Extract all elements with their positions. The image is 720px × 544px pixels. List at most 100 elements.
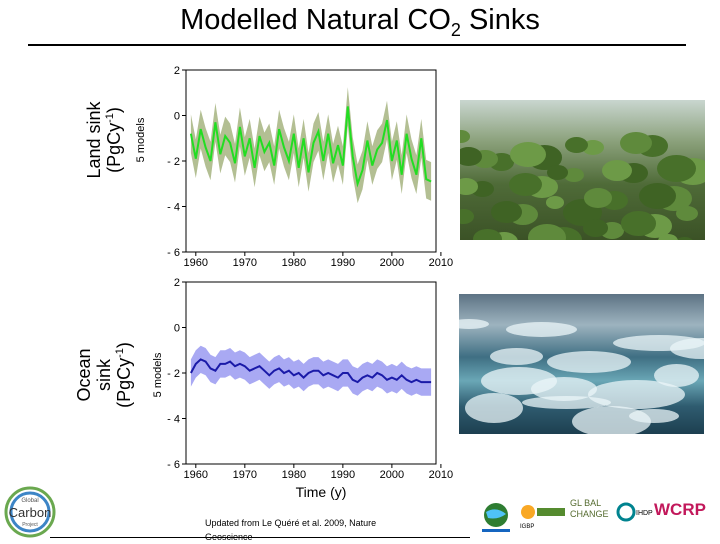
land-ylabel: Land sink (PgCy-1) — [84, 100, 124, 178]
land-band-label: 5 models — [135, 117, 147, 162]
wave-foam — [490, 348, 543, 365]
tree-crown — [460, 130, 470, 143]
tree-crown — [460, 147, 482, 166]
ihdp-text: IHDP — [636, 510, 653, 517]
ocean-xtick-label: 1970 — [233, 469, 257, 481]
earth-system-logo — [482, 503, 510, 532]
ocean-ylabel-line: sink — [94, 358, 114, 391]
gcp-bottom-text: Project — [22, 522, 38, 528]
tree-crown — [621, 211, 656, 236]
igbp-logo: IGBP — [520, 502, 566, 530]
ocean-ylabel-text: Ocean — [74, 348, 94, 401]
wave-foam — [547, 351, 631, 373]
land-ylabel-line: Land sink — [84, 100, 104, 178]
wave-foam — [506, 322, 577, 337]
ocean-ylabel-superscript: -1 — [114, 348, 126, 358]
ocean-band-label: 5 models — [152, 352, 164, 397]
land-ytick-label: - 2 — [167, 156, 180, 168]
land-ytick-label: 2 — [174, 65, 180, 77]
gcp-main-text: Carbon — [9, 505, 52, 520]
land-ytick-label: - 4 — [167, 202, 180, 214]
ocean-ytick-label: - 6 — [167, 459, 180, 471]
land-ylabel-line: (PgCy-1) — [104, 107, 124, 173]
ocean-xlabel: Time (y) — [296, 484, 347, 500]
tree-crown — [639, 183, 676, 209]
ocean-ytick-label: 0 — [174, 323, 180, 335]
tree-crown — [584, 188, 612, 208]
tree-crown — [658, 234, 678, 240]
tree-crown — [564, 168, 584, 182]
ihdp-logo: IHDP — [616, 502, 653, 524]
igbp-text: IGBP — [520, 524, 535, 530]
tree-crown — [565, 137, 588, 154]
ocean-band-label-text: 5 models — [152, 352, 164, 397]
ocean-ylabel-line: (PgCy-1) — [114, 342, 134, 408]
tree-crown — [547, 165, 568, 180]
ocean-photo — [459, 294, 704, 434]
wave-foam — [481, 367, 557, 395]
tree-crown — [491, 201, 522, 223]
ocean-mean-line — [190, 358, 432, 384]
land-ylabel-close: ) — [104, 107, 124, 113]
tree-crown — [460, 209, 474, 224]
ocean-xtick-label: 1990 — [331, 469, 355, 481]
land-mean-line — [189, 106, 432, 188]
tree-crown — [473, 229, 502, 240]
ocean-ylabel-text: sink — [94, 358, 114, 391]
ocean-ylabel: Ocean sink (PgCy-1) — [74, 342, 134, 408]
land-xtick-label: 1970 — [233, 257, 257, 269]
tree-crown — [546, 196, 564, 209]
land-ylabel-text: Land sink — [84, 100, 104, 178]
ocean-xtick-label: 2010 — [429, 469, 453, 481]
ihdp-emblem-icon — [616, 502, 636, 522]
tree-crown — [602, 160, 632, 181]
land-model-spread-band — [190, 87, 432, 204]
tree-crown — [528, 224, 566, 240]
tree-crown — [510, 142, 546, 168]
ocean-ylabel-line: Ocean — [74, 348, 94, 401]
tree-crown — [460, 178, 478, 195]
land-band-label-text: 5 models — [135, 117, 147, 162]
tree-crown — [509, 173, 542, 197]
ocean-xtick-label: 2000 — [380, 469, 404, 481]
land-xtick-label: 2000 — [380, 257, 404, 269]
tree-crown — [490, 232, 518, 240]
footer-divider — [50, 537, 470, 538]
wave-foam — [522, 396, 611, 409]
global-change-logo: GL BAL CHANGE — [570, 498, 609, 519]
wcrp-logo: WCRP — [654, 500, 706, 519]
tree-crown — [657, 155, 696, 183]
land-xtick-label: 1980 — [282, 257, 306, 269]
land-xtick-label: 1960 — [184, 257, 208, 269]
land-ylabel-text: (PgCy — [104, 123, 124, 173]
forest-photo — [460, 100, 705, 240]
wave-foam — [465, 393, 523, 423]
land-ytick-label: 0 — [174, 111, 180, 123]
ocean-ylabel-text: (PgCy — [114, 358, 134, 408]
ocean-ytick-label: 2 — [174, 277, 180, 289]
ocean-xtick-label: 1960 — [184, 469, 208, 481]
wave-foam — [654, 364, 699, 387]
land-xtick-label: 2010 — [429, 257, 453, 269]
land-ytick-label: - 6 — [167, 247, 180, 259]
wave-foam — [670, 338, 704, 359]
page-title: Modelled Natural CO2 Sinks — [180, 4, 540, 40]
wave-foam — [629, 409, 679, 423]
global-carbon-project-logo: Global Carbon Project — [4, 486, 56, 538]
tree-crown — [620, 132, 652, 155]
ocean-ytick-label: - 4 — [167, 414, 180, 426]
ocean-ylabel-close: ) — [114, 342, 134, 348]
igbp-emblem-icon — [521, 505, 565, 519]
title-underline — [28, 44, 686, 46]
land-ylabel-superscript: -1 — [104, 113, 116, 123]
gcp-top-text: Global — [21, 498, 38, 504]
ocean-ytick-label: - 2 — [167, 368, 180, 380]
tree-crown — [583, 219, 608, 237]
land-sink-chart: 2 0 - 2 - 4 - 6 1960 1970 1980 1990 2000 2010 Land … — [84, 65, 453, 269]
land-xtick-label: 1990 — [331, 257, 355, 269]
tree-crown — [675, 237, 694, 240]
ocean-xtick-label: 1980 — [282, 469, 306, 481]
ocean-sink-chart: 2 0 - 2 - 4 - 6 1960 1970 1980 1990 2000 2010 Ocean… — [74, 277, 453, 500]
tree-crown — [676, 206, 698, 222]
